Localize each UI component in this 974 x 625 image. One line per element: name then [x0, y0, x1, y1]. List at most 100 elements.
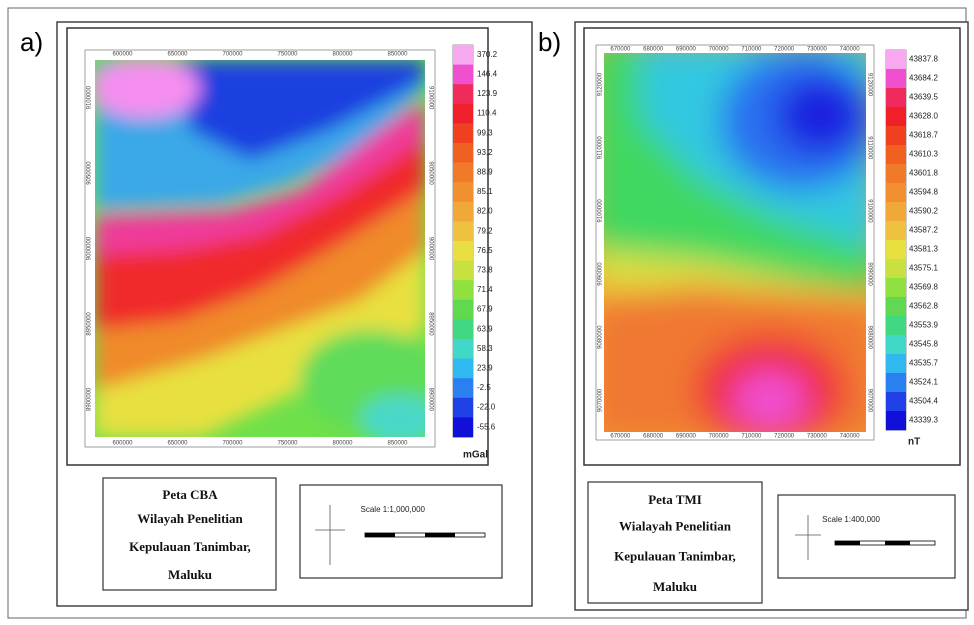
- colorbar-cell: [453, 201, 473, 222]
- colorbar-label: 71.4: [477, 285, 493, 294]
- colorbar-label: 79.2: [477, 226, 493, 235]
- scale-text: Scale 1:400,000: [822, 515, 880, 524]
- info-line: Wilayah Penelitian: [137, 511, 243, 526]
- colorbar-label: 43590.2: [909, 207, 938, 216]
- x-tick-label: 670000: [610, 434, 631, 440]
- colorbar-label: 43684.2: [909, 74, 938, 83]
- y-tick-label: 9000000: [427, 237, 433, 261]
- colorbar-cell: [886, 202, 906, 222]
- x-tick-label: 720000: [774, 47, 795, 53]
- colorbar-label: 88.9: [477, 168, 493, 177]
- colorbar-cell: [453, 260, 473, 281]
- colorbar-cell: [453, 64, 473, 85]
- colorbar-cell: [453, 84, 473, 105]
- colorbar-cell: [886, 278, 906, 298]
- colorbar-label: 43628.0: [909, 112, 938, 121]
- colorbar-label: 370.2: [477, 50, 498, 59]
- colorbar-cell: [453, 378, 473, 399]
- x-tick-label: 650000: [167, 441, 188, 447]
- info-line: Wialayah Penelitian: [619, 518, 732, 533]
- y-tick-label: 9050000: [427, 161, 433, 185]
- colorbar-cell: [453, 319, 473, 340]
- x-tick-label: 700000: [222, 441, 243, 447]
- x-tick-label: 710000: [741, 434, 762, 440]
- colorbar-label: 43618.7: [909, 131, 938, 140]
- colorbar-label: 85.1: [477, 187, 493, 196]
- scale-bar: [834, 540, 936, 546]
- colorbar-label: 63.9: [477, 324, 493, 333]
- x-tick-label: 650000: [167, 52, 188, 58]
- y-tick-label: 9090000: [598, 262, 604, 286]
- y-tick-label: 8950000: [427, 312, 433, 336]
- info-line: Maluku: [168, 567, 212, 582]
- colorbar-label: 146.4: [477, 70, 498, 79]
- y-tick-label: 9110000: [866, 136, 872, 160]
- colorbar-cell: [886, 335, 906, 355]
- colorbar-cell: [886, 392, 906, 412]
- colorbar-cell: [886, 183, 906, 203]
- x-tick-label: 600000: [112, 441, 133, 447]
- colorbar-label: 43581.3: [909, 245, 938, 254]
- colorbar-cell: [453, 417, 473, 438]
- north-arrow: [315, 505, 345, 565]
- x-tick-label: 850000: [387, 52, 408, 58]
- colorbar-label: -55.6: [477, 422, 496, 431]
- scale-text: Scale 1:1,000,000: [361, 505, 426, 514]
- colorbar-label: 43553.9: [909, 321, 938, 330]
- tmi-map: [604, 53, 866, 432]
- y-tick-label: 9000000: [87, 236, 93, 260]
- colorbar-label: 43524.1: [909, 378, 938, 387]
- scale-box: [777, 494, 956, 579]
- colorbar-cell: [453, 339, 473, 359]
- panel-label: a): [20, 27, 43, 57]
- y-tick-label: 8900000: [87, 387, 93, 411]
- colorbar-cell: [886, 88, 906, 108]
- colorbar-label: 93.2: [477, 148, 493, 157]
- x-tick-label: 800000: [332, 52, 353, 58]
- y-tick-label: 8950000: [87, 312, 93, 336]
- x-tick-label: 740000: [840, 47, 861, 53]
- y-tick-label: 9070000: [598, 388, 604, 412]
- colorbar-cell: [886, 145, 906, 165]
- colorbar-cell: [886, 240, 906, 260]
- info-line: Maluku: [653, 579, 697, 594]
- x-tick-label: 670000: [610, 47, 631, 53]
- colorbar-label: 43545.8: [909, 340, 938, 349]
- colorbar-cell: [886, 164, 906, 184]
- colorbar-cell: [453, 143, 473, 163]
- colorbar-cell: [886, 69, 906, 89]
- colorbar-cell: [886, 354, 906, 374]
- colorbar-cell: [886, 297, 906, 317]
- colorbar-cell: [453, 103, 473, 124]
- map-frame: [66, 27, 489, 466]
- colorbar-cell: [453, 397, 473, 418]
- y-tick-label: 9100000: [598, 199, 604, 223]
- y-tick-label: 9070000: [866, 389, 872, 413]
- y-tick-label: 9120000: [866, 73, 872, 97]
- x-tick-label: 710000: [741, 47, 762, 53]
- x-tick-label: 690000: [676, 47, 697, 53]
- axis-frame: [84, 49, 436, 448]
- colorbar-label: 123.9: [477, 89, 498, 98]
- y-tick-label: 9100000: [87, 85, 93, 109]
- colorbar-cell: [886, 316, 906, 336]
- x-tick-label: 700000: [222, 52, 243, 58]
- colorbar-label: 43575.1: [909, 264, 938, 273]
- colorbar-label: 67.9: [477, 305, 493, 314]
- colorbar-cell: [886, 126, 906, 146]
- colorbar-label: 43594.8: [909, 188, 938, 197]
- y-tick-label: 9120000: [598, 72, 604, 96]
- colorbar-label: -2.5: [477, 383, 491, 392]
- colorbar-cell: [453, 45, 473, 65]
- colorbar-cell: [886, 107, 906, 127]
- axis-frame: [595, 44, 875, 441]
- map-frame: [583, 27, 961, 466]
- colorbar-cell: [453, 162, 473, 183]
- colorbar-cell: [886, 259, 906, 279]
- y-tick-label: 9050000: [87, 161, 93, 185]
- info-line: Peta TMI: [648, 492, 702, 507]
- x-tick-label: 730000: [807, 434, 828, 440]
- colorbar-label: 43837.8: [909, 55, 938, 64]
- x-tick-label: 850000: [387, 441, 408, 447]
- scale-bar: [364, 532, 486, 538]
